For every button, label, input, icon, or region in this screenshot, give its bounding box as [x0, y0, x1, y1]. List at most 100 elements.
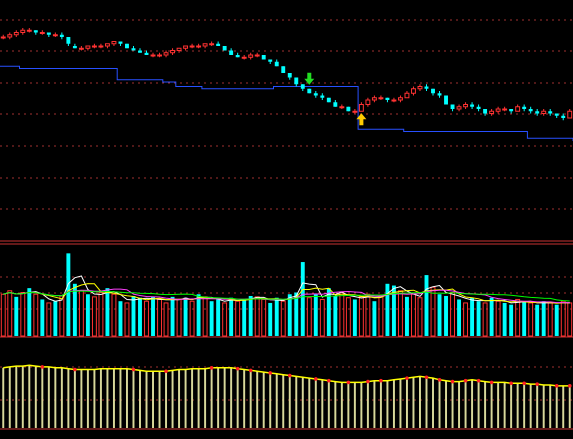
volume-ma-green	[3, 290, 570, 302]
candle	[515, 106, 521, 112]
oscillator-bar	[386, 380, 389, 428]
candle	[0, 36, 6, 39]
volume-bar	[14, 296, 19, 336]
volume-bar	[509, 304, 514, 336]
volume-bar	[33, 293, 39, 337]
volume-bar	[202, 296, 208, 337]
candle	[274, 61, 279, 67]
oscillator-bar	[217, 367, 220, 428]
oscillator-bar	[340, 382, 343, 428]
volume-bar	[66, 253, 71, 336]
oscillator-marker	[379, 378, 383, 383]
oscillator-bar	[60, 367, 63, 428]
candle	[229, 50, 234, 55]
oscillator-bar	[529, 384, 532, 428]
volume-bar	[242, 299, 247, 336]
candle	[281, 66, 286, 73]
volume-bar	[151, 296, 155, 336]
candle	[431, 88, 435, 94]
volume-bar	[261, 298, 267, 337]
volume-bar	[72, 283, 77, 336]
oscillator-marker	[366, 379, 370, 384]
oscillator-panel	[0, 364, 573, 430]
volume-bar	[40, 299, 45, 336]
candle	[52, 34, 58, 37]
oscillator-bar	[269, 372, 272, 428]
oscillator-marker	[346, 380, 351, 385]
oscillator-bar	[119, 368, 122, 428]
oscillator-bar	[366, 381, 369, 428]
oscillator-bar	[204, 368, 207, 428]
candle	[358, 104, 364, 112]
oscillator-line	[3, 364, 570, 387]
oscillator-bar	[178, 369, 181, 428]
candle	[33, 30, 38, 33]
candle	[222, 46, 227, 51]
oscillator-bar	[471, 379, 474, 428]
oscillator-bar	[99, 368, 102, 428]
candle	[189, 45, 195, 48]
candle	[548, 111, 553, 114]
oscillator-bar	[412, 377, 415, 428]
oscillator-marker	[424, 375, 429, 380]
volume-bar	[163, 302, 169, 337]
oscillator-bar	[210, 367, 213, 428]
candle	[378, 97, 384, 100]
oscillator-bar	[405, 378, 408, 428]
oscillator-bar	[484, 381, 487, 428]
candle	[476, 106, 481, 109]
volume-bar	[313, 294, 318, 336]
candle	[46, 32, 51, 35]
volume-bar	[59, 295, 65, 337]
candle	[561, 115, 566, 118]
candle	[13, 32, 19, 36]
oscillator-bar	[93, 369, 96, 428]
candle	[397, 97, 403, 101]
candle	[313, 93, 318, 96]
oscillator-bar	[34, 366, 37, 428]
oscillator-bar	[112, 368, 115, 428]
volume-bar	[319, 298, 325, 337]
volume-bar	[170, 296, 175, 336]
candle	[417, 86, 423, 90]
volume-bar	[339, 292, 345, 337]
oscillator-bar	[132, 369, 135, 428]
candle	[241, 56, 247, 59]
oscillator-bar	[419, 376, 421, 428]
oscillator-bar	[308, 378, 311, 428]
volume-bar	[495, 300, 501, 337]
volume-bar	[0, 293, 6, 337]
volume-bar	[300, 262, 305, 336]
oscillator-bar	[184, 369, 187, 428]
oscillator-bar	[256, 371, 259, 428]
candle	[300, 84, 305, 89]
volume-bar	[424, 275, 429, 336]
oscillator-marker	[463, 378, 468, 383]
oscillator-marker	[164, 369, 168, 374]
candle	[216, 43, 221, 46]
candle	[104, 43, 110, 47]
oscillator-marker	[437, 378, 442, 382]
candle	[385, 97, 390, 100]
price-panel	[0, 19, 573, 245]
volume-bar	[20, 292, 26, 337]
volume-panel	[0, 253, 573, 338]
oscillator-bar	[171, 370, 174, 428]
candle	[567, 110, 573, 119]
candle	[456, 106, 462, 110]
oscillator-bar	[568, 385, 571, 428]
volume-bar	[183, 297, 188, 336]
volume-bar	[378, 295, 384, 337]
oscillator-bar	[334, 381, 337, 428]
volume-bar	[457, 299, 462, 336]
candle	[450, 104, 455, 109]
oscillator-marker	[405, 376, 409, 380]
candle	[118, 41, 123, 44]
oscillator-bar	[523, 383, 526, 428]
volume-bar	[352, 299, 357, 336]
candle	[444, 95, 448, 105]
volume-bar	[306, 297, 312, 337]
volume-bar	[554, 304, 559, 336]
volume-bar	[98, 292, 104, 337]
